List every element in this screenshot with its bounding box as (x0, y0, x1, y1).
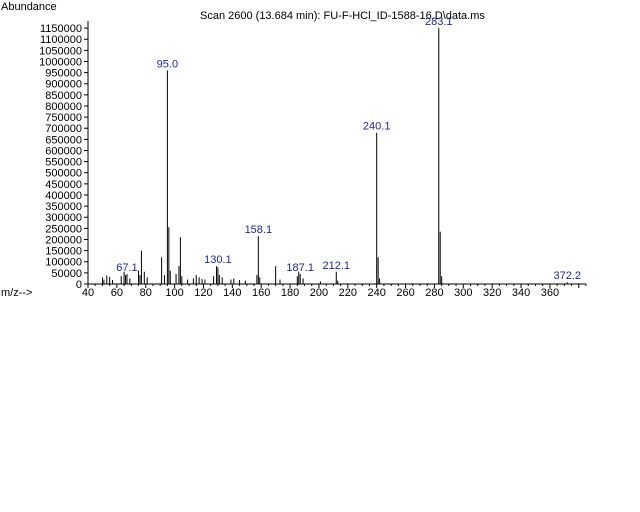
y-tick-label: 550000 (45, 157, 82, 169)
y-tick-label: 500000 (45, 168, 82, 180)
x-ticks: 40 60 80 100 120 140 160 180 200 220 240 260 280 300 3… (82, 284, 587, 299)
peak-label: 187.1 (286, 262, 314, 274)
axes (87, 21, 586, 285)
y-tick-label: 150000 (45, 246, 82, 258)
y-tick-label: 900000 (45, 79, 82, 91)
y-tick-label: 1150000 (40, 23, 82, 35)
x-axis-label: m/z--> (1, 287, 32, 299)
x-tick-label: 80 (140, 287, 152, 299)
peak-labels: 67.1 95.0 130.1 158.1 187.1 212.1 240.1 283.1 37… (116, 16, 581, 282)
y-tick-label: 300000 (45, 212, 82, 224)
x-tick-label: 360 (541, 287, 559, 299)
peak-label: 240.1 (363, 121, 391, 133)
x-tick-label: 180 (281, 287, 299, 299)
peak-label: 130.1 (204, 254, 232, 266)
x-tick-label: 340 (512, 287, 530, 299)
y-tick-label: 600000 (45, 145, 82, 157)
x-tick-label: 320 (483, 287, 501, 299)
spectrum-peaks (101, 28, 568, 284)
peak-label: 372.2 (553, 270, 581, 282)
x-tick-label: 220 (339, 287, 357, 299)
y-tick-label: 650000 (45, 134, 82, 146)
x-tick-label: 260 (396, 287, 414, 299)
y-tick-label: 950000 (45, 68, 82, 80)
y-tick-label: 50000 (51, 268, 82, 280)
peak-label: 158.1 (245, 224, 273, 236)
chart-title: Scan 2600 (13.684 min): FU-F-HCl_ID-1588… (200, 10, 485, 22)
y-ticks: 0500001000001500002000002500003000003500… (39, 23, 88, 291)
y-tick-label: 1100000 (40, 34, 82, 46)
x-tick-label: 160 (252, 287, 270, 299)
x-tick-label: 200 (310, 287, 328, 299)
x-tick-label: 300 (454, 287, 472, 299)
y-tick-label: 450000 (45, 179, 82, 191)
x-tick-label: 60 (111, 287, 123, 299)
y-tick-label: 100000 (45, 257, 82, 269)
peak-label: 95.0 (157, 58, 178, 70)
y-axis-label: Abundance (1, 1, 57, 13)
x-tick-label: 240 (368, 287, 386, 299)
y-tick-label: 700000 (45, 123, 82, 135)
y-tick-label: 400000 (45, 190, 82, 202)
y-tick-label: 1050000 (39, 45, 82, 57)
x-tick-label: 100 (165, 287, 183, 299)
y-tick-label: 850000 (45, 90, 82, 102)
x-tick-label: 140 (223, 287, 241, 299)
peak-label: 67.1 (116, 262, 137, 274)
peak-label: 212.1 (323, 260, 351, 272)
y-tick-label: 200000 (45, 234, 82, 246)
y-tick-label: 1000000 (39, 56, 82, 68)
x-tick-label: 40 (82, 287, 94, 299)
y-tick-label: 750000 (45, 112, 82, 124)
x-tick-label: 280 (425, 287, 443, 299)
y-tick-label: 350000 (45, 201, 82, 213)
peak-label: 283.1 (425, 16, 453, 28)
y-tick-label: 800000 (45, 101, 82, 113)
y-tick-label: 0 (76, 279, 82, 291)
x-tick-label: 120 (194, 287, 212, 299)
y-tick-label: 250000 (45, 223, 82, 235)
